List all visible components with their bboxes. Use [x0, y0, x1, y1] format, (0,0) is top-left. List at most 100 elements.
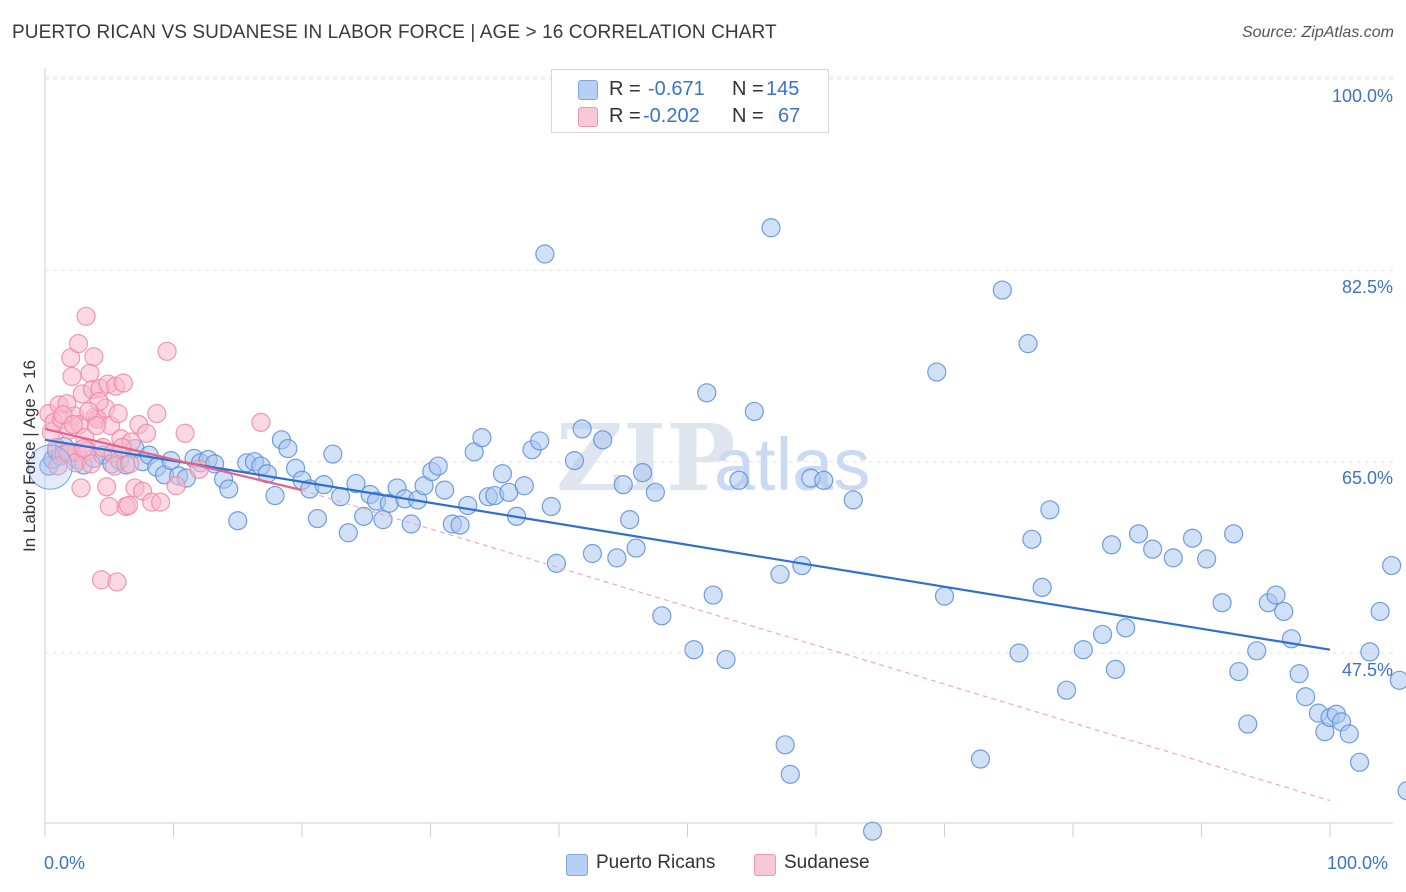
data-point	[373, 510, 393, 530]
data-point	[761, 218, 781, 238]
bottom-legend-label: Sudanese	[784, 852, 870, 873]
data-point	[744, 401, 764, 422]
data-point	[1182, 528, 1203, 548]
data-point	[1389, 670, 1406, 690]
data-point	[166, 476, 186, 496]
data-point	[970, 749, 991, 769]
chart-source: Source: ZipAtlas.com	[1241, 24, 1394, 41]
data-point	[1105, 659, 1126, 679]
y-tick-label: 47.5%	[1341, 660, 1393, 680]
data-point	[492, 464, 513, 484]
data-point	[535, 244, 555, 264]
data-point	[862, 821, 883, 841]
legend-n-value: 67	[778, 105, 801, 127]
data-point	[716, 649, 736, 670]
data-point	[780, 764, 800, 784]
data-point	[626, 538, 646, 558]
data-point	[632, 463, 653, 483]
gridlines	[45, 76, 1393, 654]
data-point	[278, 438, 298, 459]
y-tick-label: 100.0%	[1331, 86, 1393, 106]
data-point	[1143, 539, 1163, 559]
data-point	[450, 515, 470, 535]
data-point	[330, 487, 351, 507]
data-point	[1370, 601, 1390, 622]
data-point	[564, 451, 585, 471]
data-point	[1339, 724, 1359, 744]
data-point	[251, 412, 271, 432]
data-point	[147, 404, 167, 424]
data-point	[530, 431, 550, 451]
data-point	[118, 495, 139, 516]
data-point	[228, 511, 248, 531]
data-point	[97, 477, 117, 497]
data-point	[108, 404, 128, 424]
data-point	[346, 473, 366, 494]
legend-n-label: N =	[732, 78, 764, 100]
data-point	[684, 640, 704, 660]
data-point	[770, 564, 790, 584]
legend-n-value: 145	[766, 78, 800, 100]
data-point	[1018, 334, 1038, 354]
data-point	[136, 423, 157, 443]
data-point	[703, 585, 723, 605]
data-point	[1056, 680, 1077, 700]
trend-lines	[44, 427, 1331, 802]
data-point	[157, 341, 177, 361]
data-point	[613, 475, 633, 495]
data-point	[814, 470, 834, 490]
legend-r-value: -0.202	[643, 105, 700, 127]
data-point	[1360, 642, 1380, 662]
data-point	[1238, 714, 1258, 734]
data-point	[1101, 535, 1122, 555]
data-point	[1266, 585, 1286, 605]
legend-n-label: N =	[732, 105, 764, 127]
legend-r-label: R =	[609, 78, 641, 100]
x-tick-label-max: 100.0%	[1327, 853, 1389, 873]
data-point	[428, 456, 448, 476]
data-point	[307, 508, 328, 529]
x-tick-label-min: 0.0%	[44, 853, 86, 873]
data-point	[27, 444, 73, 490]
legend-r-value: -0.671	[648, 78, 705, 100]
data-point	[1092, 624, 1113, 645]
data-point	[435, 480, 455, 500]
data-point	[1040, 500, 1060, 520]
chart-title: PUERTO RICAN VS SUDANESE IN LABOR FORCE …	[12, 22, 777, 43]
data-point	[1397, 781, 1406, 801]
data-point	[354, 506, 374, 526]
data-point	[323, 444, 343, 464]
data-point	[593, 430, 613, 450]
bottom-legend-swatch-sudanese	[754, 854, 776, 876]
data-point	[401, 514, 421, 534]
legend-swatch-sudanese	[578, 107, 598, 127]
data-point	[1163, 548, 1183, 568]
data-point	[1247, 641, 1267, 661]
data-point	[80, 363, 100, 383]
data-point	[1295, 687, 1316, 707]
data-point	[62, 366, 82, 387]
trend-line	[44, 427, 303, 492]
data-point	[572, 419, 592, 439]
data-point	[1212, 593, 1232, 613]
data-point	[338, 523, 358, 543]
legend-row-puerto-ricans: R = -0.671 N = 145	[552, 76, 828, 102]
stats-legend: R = -0.671 N = 145 R = -0.202 N = 67	[551, 69, 829, 133]
watermark-atlas: atlas	[714, 423, 870, 506]
data-point	[113, 373, 133, 393]
data-point	[934, 586, 955, 606]
data-point	[1116, 618, 1136, 638]
data-point	[1349, 752, 1370, 772]
data-point	[992, 280, 1012, 300]
data-point	[219, 479, 239, 499]
data-point	[63, 414, 83, 435]
data-point	[472, 428, 492, 448]
y-tick-label: 65.0%	[1341, 468, 1393, 488]
data-point	[151, 492, 171, 512]
data-point	[1274, 601, 1294, 622]
data-point	[729, 470, 749, 490]
bottom-legend-label: Puerto Ricans	[596, 852, 716, 873]
data-point	[697, 383, 717, 403]
data-point	[175, 423, 195, 443]
